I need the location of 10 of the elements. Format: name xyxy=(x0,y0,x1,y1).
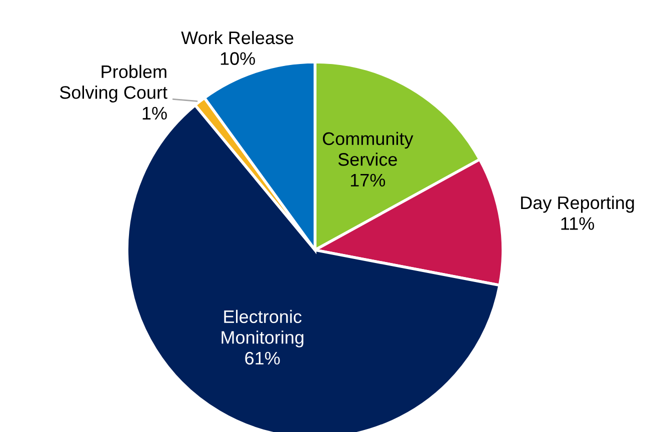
data-label: 17% xyxy=(350,174,386,187)
data-label: 61% xyxy=(245,352,280,365)
slice-label: Community Service xyxy=(322,132,414,166)
slice-label: Day Reporting xyxy=(521,196,634,213)
data-label: 1% xyxy=(142,106,167,120)
slice-label: Electronic Monitoring xyxy=(222,310,304,348)
data-label: 11% xyxy=(561,217,594,230)
slice-label: Work Release xyxy=(181,30,294,44)
slice-label: Problem Solving Court xyxy=(60,64,168,102)
data-label: 10% xyxy=(220,52,255,65)
